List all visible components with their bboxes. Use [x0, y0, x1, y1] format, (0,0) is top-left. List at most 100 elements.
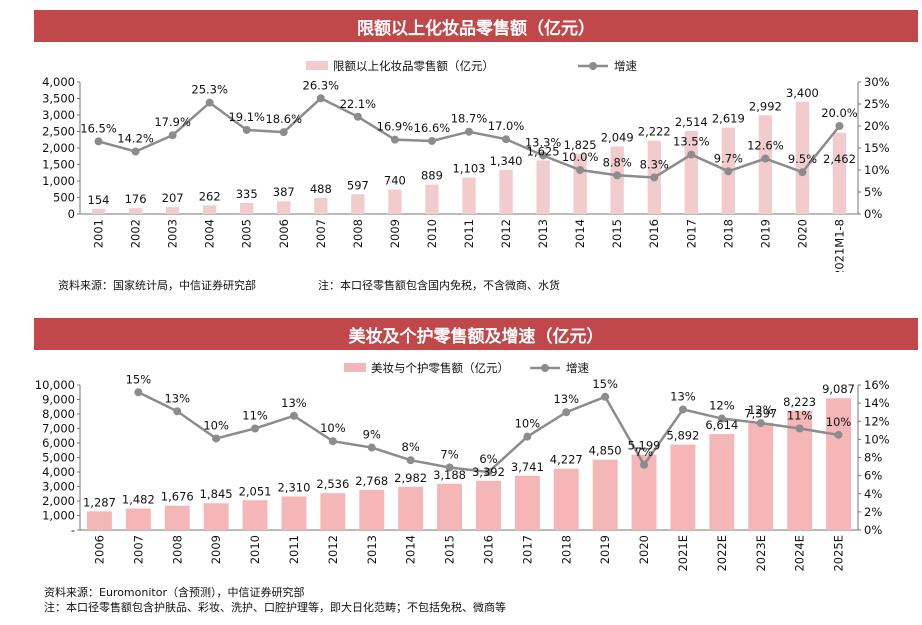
- growth-label: 10%: [203, 418, 229, 432]
- left-tick-label: 2,000: [42, 494, 75, 508]
- growth-point: [678, 405, 687, 414]
- bar: [670, 444, 696, 530]
- growth-point: [539, 151, 548, 160]
- left-tick-label: 0: [68, 207, 75, 221]
- growth-label: 13.5%: [673, 135, 710, 149]
- growth-label: 16.6%: [414, 121, 451, 135]
- value-label: 5,199: [628, 439, 661, 453]
- x-tick-label: 2021E: [676, 535, 690, 572]
- growth-label: 13%: [164, 391, 190, 405]
- growth-point: [289, 411, 298, 420]
- growth-label: 18.7%: [451, 112, 488, 126]
- growth-label: 12%: [709, 399, 735, 413]
- value-label: 2,049: [601, 130, 634, 144]
- bar: [359, 489, 385, 530]
- growth-point: [316, 94, 325, 103]
- value-label: 2,514: [675, 115, 708, 129]
- value-label: 6,614: [705, 418, 738, 432]
- value-label: 1,845: [200, 487, 233, 501]
- left-tick-label: 1,000: [42, 174, 75, 188]
- growth-label: 7%: [635, 445, 653, 459]
- growth-point: [212, 434, 221, 443]
- value-label: 2,619: [712, 112, 745, 126]
- value-label: 1,625: [527, 144, 560, 158]
- left-tick-label: 9,000: [42, 393, 75, 407]
- value-label: 2,051: [239, 484, 272, 498]
- growth-label: 18.6%: [265, 112, 302, 126]
- growth-point: [242, 125, 251, 134]
- value-label: 1,287: [83, 495, 116, 509]
- right-tick-label: 0%: [864, 207, 882, 221]
- x-tick-label: 2004: [203, 219, 217, 248]
- x-tick-label: 2006: [277, 219, 291, 248]
- legend-line-marker: [589, 62, 597, 70]
- x-tick-label: 2014: [573, 219, 587, 248]
- value-label: 1,482: [122, 493, 155, 507]
- bar: [388, 189, 402, 214]
- right-tick-label: 4%: [864, 487, 882, 501]
- bar: [242, 500, 268, 530]
- growth-point: [650, 173, 659, 182]
- x-tick-label: 2013: [365, 535, 379, 564]
- bar: [203, 503, 229, 530]
- x-tick-label: 2014: [404, 535, 418, 564]
- growth-point: [328, 437, 337, 446]
- bar: [514, 475, 540, 530]
- left-tick-label: 4,000: [42, 465, 75, 479]
- x-tick-label: 2011: [462, 219, 476, 248]
- value-label: 5,892: [666, 429, 699, 443]
- left-tick-label: 3,000: [42, 480, 75, 494]
- growth-point: [562, 408, 571, 417]
- growth-point: [131, 147, 140, 156]
- x-tick-label: 2010: [425, 219, 439, 248]
- legend-bar-swatch: [306, 61, 328, 70]
- x-tick-label: 2018: [721, 219, 735, 248]
- value-label: 1,340: [490, 154, 523, 168]
- value-label: 262: [199, 189, 221, 203]
- growth-label: 14.2%: [117, 132, 154, 146]
- growth-label: 20.0%: [821, 106, 858, 120]
- x-tick-label: 2015: [443, 535, 457, 564]
- x-tick-label: 2019: [758, 219, 772, 248]
- growth-label: 12.6%: [747, 139, 784, 153]
- value-label: 2,222: [638, 125, 671, 139]
- right-tick-label: 14%: [864, 396, 890, 410]
- bar: [610, 146, 624, 214]
- chart2-note: 注：本口径零售额包含护肤品、彩妆、洗护、口腔护理等，即大日化范畴；不包括免税、微…: [44, 601, 506, 614]
- bar: [240, 202, 254, 214]
- right-tick-label: 30%: [864, 75, 890, 89]
- x-tick-label: 2003: [166, 219, 180, 248]
- x-tick-label: 2020: [795, 219, 809, 248]
- growth-label: 12%: [748, 403, 774, 417]
- legend-line-label: 增速: [614, 59, 637, 73]
- bar: [592, 459, 618, 530]
- growth-label: 17.9%: [154, 115, 191, 129]
- growth-label: 10%: [515, 417, 541, 431]
- growth-point: [390, 135, 399, 144]
- growth-point: [406, 456, 415, 465]
- growth-point: [465, 127, 473, 136]
- growth-point: [640, 460, 649, 469]
- x-tick-label: 2017: [684, 219, 698, 248]
- left-tick-label: 1,500: [42, 158, 75, 172]
- value-label: 207: [162, 191, 184, 205]
- growth-label: 13.3%: [525, 135, 562, 149]
- left-tick-label: 2,500: [42, 125, 75, 139]
- value-label: 3,392: [472, 465, 505, 479]
- x-tick-label: 2017: [520, 535, 534, 564]
- right-tick-label: 8%: [864, 451, 882, 465]
- chart1-title: 限额以上化妆品零售额（亿元）: [34, 10, 918, 42]
- value-label: 1,676: [161, 490, 194, 504]
- growth-point: [353, 112, 362, 121]
- bar: [91, 208, 106, 214]
- right-tick-label: 5%: [864, 185, 882, 199]
- value-label: 4,227: [550, 453, 583, 467]
- bar: [125, 508, 151, 530]
- growth-point: [687, 150, 696, 159]
- right-tick-label: 20%: [864, 119, 890, 133]
- growth-label: 22.1%: [340, 97, 377, 111]
- bar: [499, 169, 513, 214]
- growth-label: 10%: [826, 415, 852, 429]
- growth-label: 6%: [479, 452, 497, 466]
- x-tick-label: 2001: [92, 219, 106, 248]
